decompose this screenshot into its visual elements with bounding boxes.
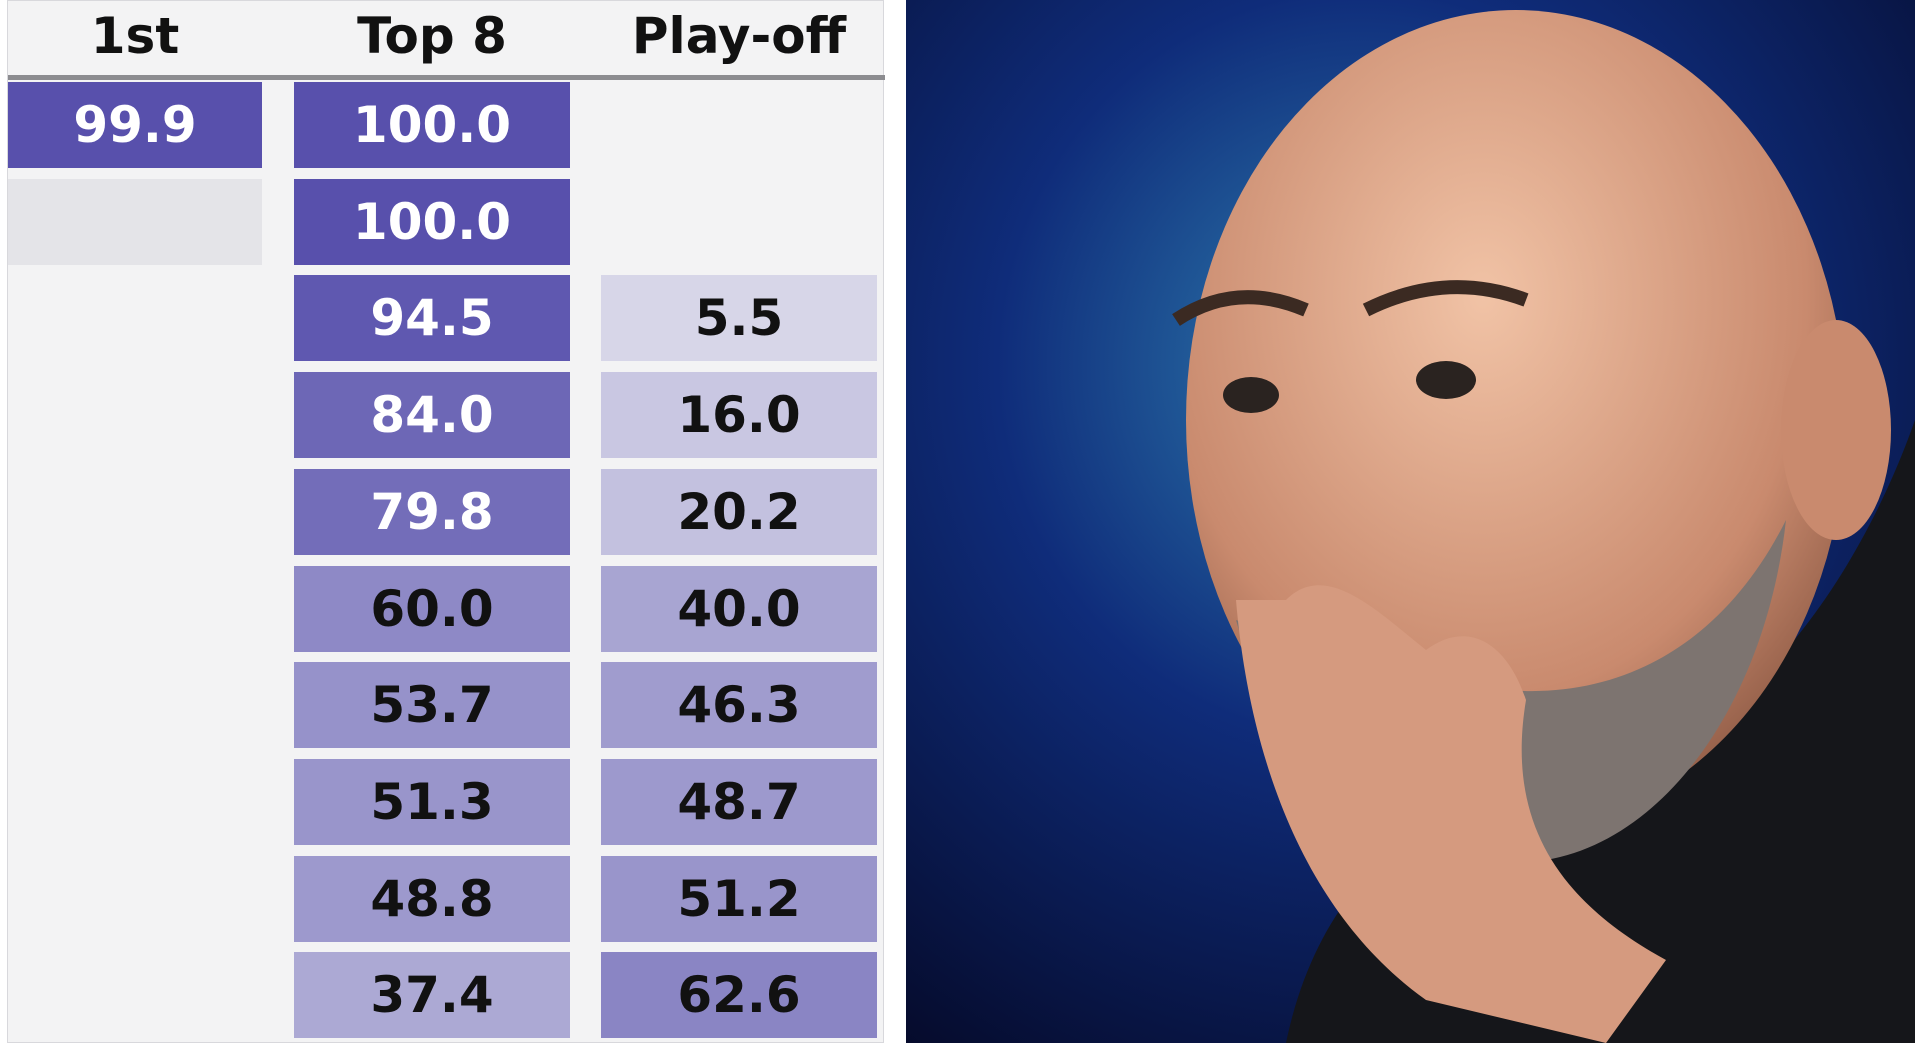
probability-cell: 53.7 [294,662,570,749]
probability-cell: 79.8 [294,468,570,555]
probability-cell: 20.2 [601,468,877,555]
probability-cell: 5.5 [601,275,877,362]
probability-cell: 60.0 [294,565,570,652]
probability-cell: 37.4 [294,952,570,1039]
probability-cell: 48.7 [601,758,877,845]
column-header: 1st [90,7,180,65]
table-panel: 1st Top 8 Play-off 99.9 100.0 100.0 94.5 5.5 84.… [7,0,885,1043]
header-rule [8,75,885,80]
probability-cell: 94.5 [294,275,570,362]
probability-cell: 62.6 [601,952,877,1039]
probability-cell: 46.3 [601,662,877,749]
probability-cell: 51.2 [601,855,877,942]
probability-cell: 40.0 [601,565,877,652]
probability-cell: 84.0 [294,372,570,459]
column-header: Top 8 [357,7,507,65]
probability-cell: 100.0 [294,178,570,265]
probability-cell: 51.3 [294,758,570,845]
probability-cell: 16.0 [601,372,877,459]
probability-cell: 48.8 [294,855,570,942]
column-header: Play-off [631,7,847,65]
probability-cell: 100.0 [294,82,570,168]
photo [906,0,1915,1043]
probability-cell: 99.9 [8,82,262,168]
empty-cell [8,179,262,265]
